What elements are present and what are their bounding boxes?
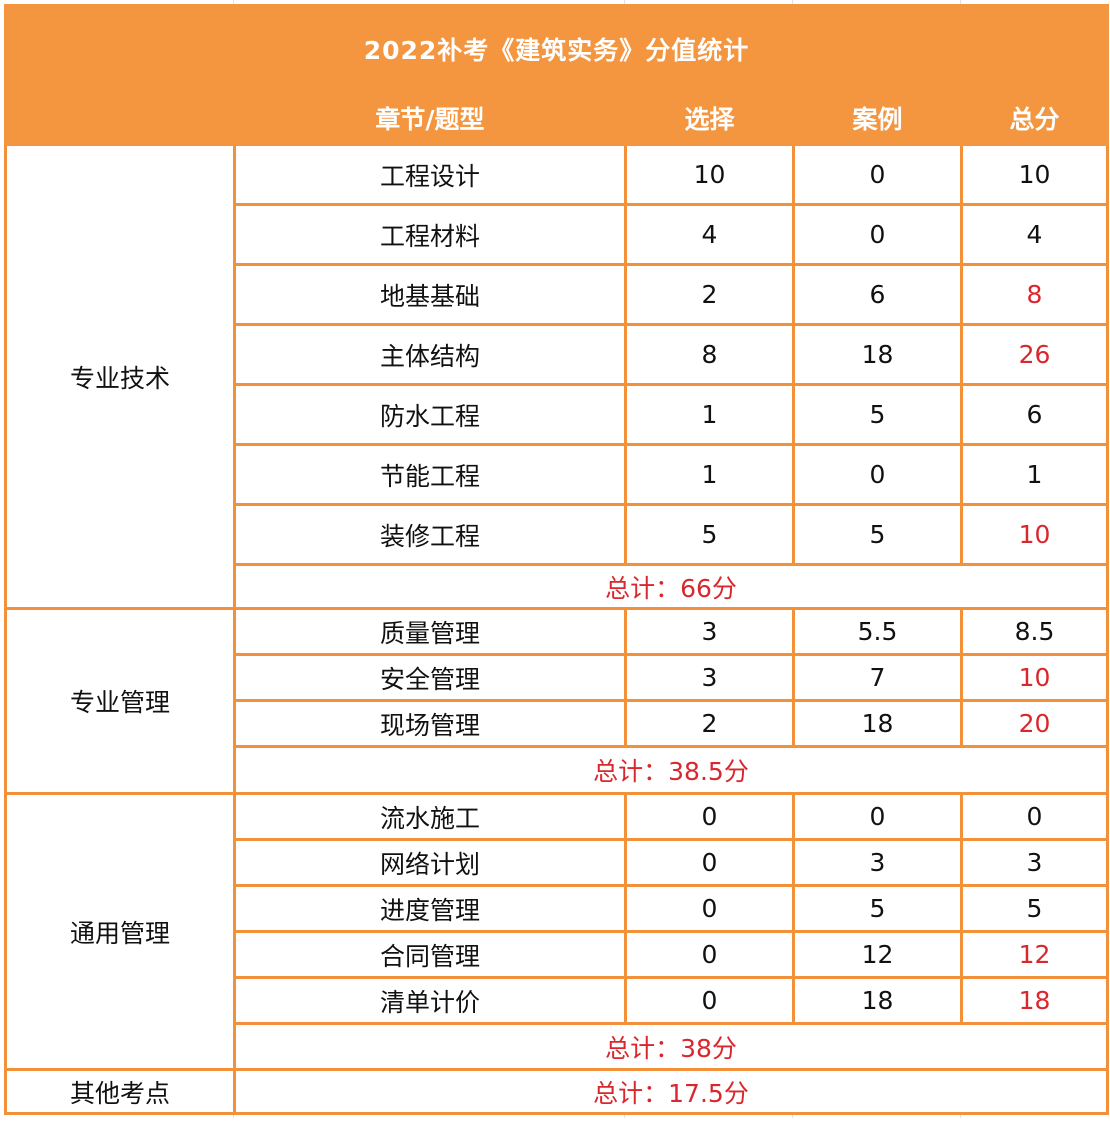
- case-cell[interactable]: 0: [792, 443, 963, 506]
- choice-cell[interactable]: 3: [624, 653, 795, 702]
- case-cell[interactable]: 0: [792, 792, 963, 841]
- header-blank-cell[interactable]: [4, 90, 236, 146]
- total-cell-highlighted[interactable]: 8: [960, 263, 1109, 326]
- case-cell[interactable]: 7: [792, 653, 963, 702]
- topic-cell[interactable]: 节能工程: [233, 443, 627, 506]
- topic-cell[interactable]: 合同管理: [233, 930, 627, 979]
- total-cell-highlighted[interactable]: 10: [960, 653, 1109, 702]
- topic-cell[interactable]: 装修工程: [233, 503, 627, 566]
- next-row-border: [4, 1112, 1106, 1121]
- choice-cell[interactable]: 2: [624, 263, 795, 326]
- case-cell[interactable]: 5: [792, 884, 963, 933]
- case-cell[interactable]: 5: [792, 503, 963, 566]
- choice-cell[interactable]: 0: [624, 838, 795, 887]
- total-cell[interactable]: 3: [960, 838, 1109, 887]
- topic-cell[interactable]: 安全管理: [233, 653, 627, 702]
- choice-cell[interactable]: 0: [624, 930, 795, 979]
- table-title[interactable]: 2022补考《建筑实务》分值统计: [4, 4, 1109, 93]
- case-cell[interactable]: 0: [792, 203, 963, 266]
- column-header-total[interactable]: 总分: [960, 90, 1109, 146]
- case-cell[interactable]: 18: [792, 323, 963, 386]
- total-cell[interactable]: 0: [960, 792, 1109, 841]
- case-cell[interactable]: 0: [792, 143, 963, 206]
- score-statistics-table: 2022补考《建筑实务》分值统计 章节/题型 选择 案例 总分 专业技术 工程设…: [4, 4, 1109, 1115]
- total-cell[interactable]: 10: [960, 143, 1109, 206]
- case-cell[interactable]: 3: [792, 838, 963, 887]
- column-header-case[interactable]: 案例: [792, 90, 963, 146]
- choice-cell[interactable]: 8: [624, 323, 795, 386]
- section-subtotal[interactable]: 总计：17.5分: [233, 1068, 1109, 1115]
- topic-cell[interactable]: 进度管理: [233, 884, 627, 933]
- topic-cell[interactable]: 工程材料: [233, 203, 627, 266]
- topic-cell[interactable]: 主体结构: [233, 323, 627, 386]
- choice-cell[interactable]: 0: [624, 884, 795, 933]
- topic-cell[interactable]: 流水施工: [233, 792, 627, 841]
- column-header-choice[interactable]: 选择: [624, 90, 795, 146]
- case-cell[interactable]: 5.5: [792, 607, 963, 656]
- choice-cell[interactable]: 1: [624, 383, 795, 446]
- case-cell[interactable]: 18: [792, 976, 963, 1025]
- total-cell-highlighted[interactable]: 18: [960, 976, 1109, 1025]
- case-cell[interactable]: 6: [792, 263, 963, 326]
- choice-cell[interactable]: 10: [624, 143, 795, 206]
- topic-cell[interactable]: 现场管理: [233, 699, 627, 748]
- case-cell[interactable]: 18: [792, 699, 963, 748]
- total-cell[interactable]: 8.5: [960, 607, 1109, 656]
- topic-cell[interactable]: 质量管理: [233, 607, 627, 656]
- section-label[interactable]: 通用管理: [4, 792, 236, 1071]
- section-label[interactable]: 专业管理: [4, 607, 236, 795]
- topic-cell[interactable]: 防水工程: [233, 383, 627, 446]
- choice-cell[interactable]: 2: [624, 699, 795, 748]
- total-cell[interactable]: 1: [960, 443, 1109, 506]
- section-label[interactable]: 其他考点: [4, 1068, 236, 1115]
- choice-cell[interactable]: 3: [624, 607, 795, 656]
- total-cell-highlighted[interactable]: 26: [960, 323, 1109, 386]
- choice-cell[interactable]: 0: [624, 792, 795, 841]
- total-cell-highlighted[interactable]: 12: [960, 930, 1109, 979]
- topic-cell[interactable]: 地基基础: [233, 263, 627, 326]
- section-subtotal[interactable]: 总计：38.5分: [233, 745, 1109, 795]
- section-subtotal[interactable]: 总计：66分: [233, 563, 1109, 610]
- topic-cell[interactable]: 清单计价: [233, 976, 627, 1025]
- topic-cell[interactable]: 工程设计: [233, 143, 627, 206]
- case-cell[interactable]: 12: [792, 930, 963, 979]
- section-subtotal[interactable]: 总计：38分: [233, 1022, 1109, 1071]
- total-cell-highlighted[interactable]: 10: [960, 503, 1109, 566]
- choice-cell[interactable]: 0: [624, 976, 795, 1025]
- column-header-chapter[interactable]: 章节/题型: [233, 90, 627, 146]
- total-cell-highlighted[interactable]: 20: [960, 699, 1109, 748]
- choice-cell[interactable]: 5: [624, 503, 795, 566]
- total-cell[interactable]: 4: [960, 203, 1109, 266]
- choice-cell[interactable]: 1: [624, 443, 795, 506]
- case-cell[interactable]: 5: [792, 383, 963, 446]
- section-label[interactable]: 专业技术: [4, 143, 236, 610]
- topic-cell[interactable]: 网络计划: [233, 838, 627, 887]
- choice-cell[interactable]: 4: [624, 203, 795, 266]
- total-cell[interactable]: 6: [960, 383, 1109, 446]
- total-cell[interactable]: 5: [960, 884, 1109, 933]
